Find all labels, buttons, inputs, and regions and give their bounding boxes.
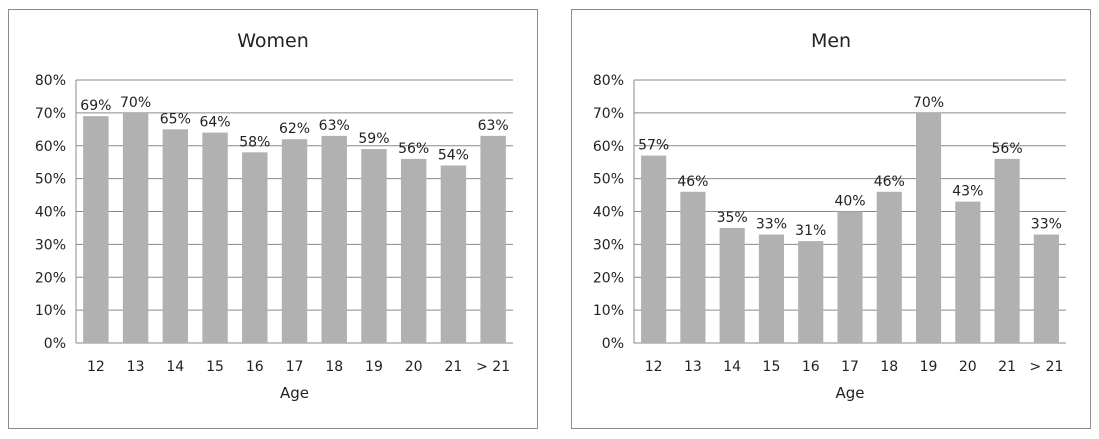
bar [321,135,347,343]
y-tick-label: 50% [593,172,624,188]
data-label: 69% [80,98,111,114]
data-label: 33% [756,217,787,233]
y-tick-label: 40% [593,205,624,221]
x-axis-title: Age [280,384,309,402]
x-tick-label: 16 [246,359,264,375]
chart-title: Men [810,30,852,52]
bar [440,165,467,343]
x-tick-label: 17 [841,359,859,375]
bar [361,149,387,343]
y-tick-label: 10% [35,303,66,319]
x-axis-title: Age [835,384,864,402]
bar [480,135,506,343]
women-chart-panel: Women 0% 10% 20% 30% 40% 50% 60% 70% 80% 69% 12 70%… [8,9,538,429]
bar [915,112,942,343]
x-tick-label: 19 [365,359,383,375]
data-label: 46% [677,174,708,190]
men-chart-panel: Men 0% 10% 20% 30% 40% 50% 60% 70% 80% 57% 12 46% 13… [571,9,1091,429]
data-label: 46% [874,174,905,190]
x-tick-label: 21 [444,359,462,375]
x-tick-label: > 21 [476,359,510,375]
x-tick-label: 21 [998,359,1016,375]
data-label: 40% [834,194,865,210]
data-label: 64% [199,115,230,131]
y-tick-label: 60% [593,139,624,155]
data-label: 63% [478,118,509,134]
data-label: 33% [1031,217,1062,233]
x-tick-label: 13 [684,359,702,375]
x-tick-label: 14 [723,359,741,375]
x-tick-label: 17 [286,359,304,375]
data-label: 31% [795,223,826,239]
x-tick-label: 13 [127,359,145,375]
y-tick-label: 70% [35,106,66,122]
y-tick-label: 10% [593,303,624,319]
y-tick-label: 0% [44,336,66,352]
data-label: 58% [239,134,270,150]
x-tick-label: 15 [206,359,224,375]
x-tick-label: 19 [920,359,938,375]
bar [719,227,745,343]
x-tick-label: 12 [87,359,105,375]
data-label: 70% [913,95,944,111]
x-tick-label: 15 [763,359,781,375]
y-tick-label: 0% [602,336,624,352]
x-tick-label: 20 [405,359,423,375]
data-label: 70% [120,95,151,111]
data-label: 54% [438,147,469,163]
y-tick-label: 80% [35,73,66,89]
bar [798,241,824,343]
x-tick-label: 18 [325,359,343,375]
bar [1033,234,1059,343]
y-tick-label: 50% [35,172,66,188]
data-label: 65% [160,111,191,127]
data-label: 56% [398,141,429,157]
bar [680,191,706,343]
y-tick-label: 20% [35,270,66,286]
bar [162,129,189,343]
y-tick-label: 40% [35,205,66,221]
data-label: 63% [319,118,350,134]
bar [122,112,149,343]
x-tick-label: 18 [880,359,898,375]
bar [758,234,785,343]
chart-title: Women [237,30,309,52]
data-label: 57% [638,138,669,154]
x-tick-label: 12 [645,359,663,375]
data-label: 35% [717,210,748,226]
bar [641,155,667,343]
data-label: 62% [279,121,310,137]
bar [837,211,863,343]
bar [242,152,268,343]
y-tick-label: 20% [593,270,624,286]
bar [281,139,308,343]
y-tick-label: 70% [593,106,624,122]
x-tick-label: > 21 [1029,359,1063,375]
x-tick-label: 20 [959,359,977,375]
y-tick-label: 30% [593,237,624,253]
y-tick-label: 80% [593,73,624,89]
bar [83,116,109,343]
y-tick-label: 30% [35,237,66,253]
bar [202,132,228,343]
x-tick-label: 16 [802,359,820,375]
bar [955,201,981,343]
men-bar-chart: 0% 10% 20% 30% 40% 50% 60% 70% 80% 57% 12 46% 13 35% 1… [593,73,1066,402]
data-label: 56% [992,141,1023,157]
y-tick-label: 60% [35,139,66,155]
bar [876,191,902,343]
women-bar-chart: 0% 10% 20% 30% 40% 50% 60% 70% 80% 69% 12 70% 13 65% 1… [35,73,513,402]
bar [994,158,1020,343]
x-tick-label: 14 [166,359,184,375]
bar [400,158,427,343]
data-label: 59% [358,131,389,147]
data-label: 43% [952,184,983,200]
